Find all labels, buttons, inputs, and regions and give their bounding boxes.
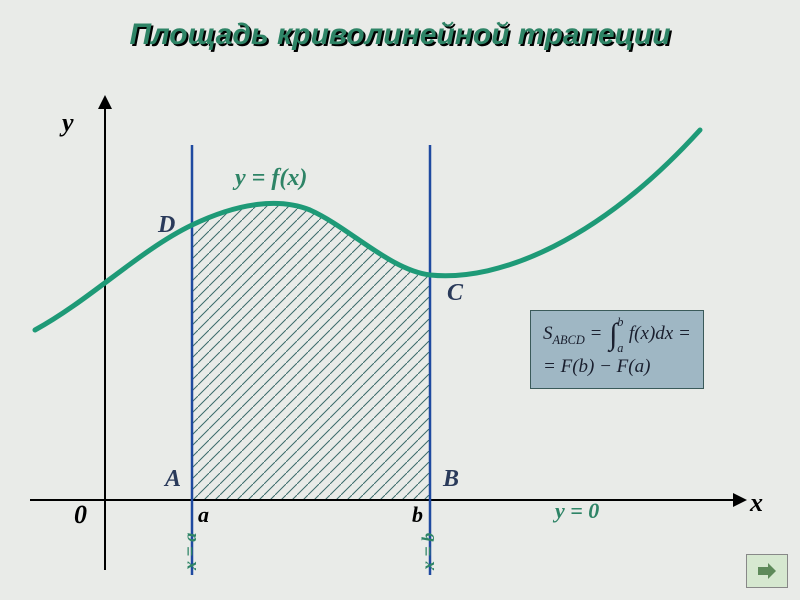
x-axis-label: x: [750, 488, 763, 518]
formula-line-2: = F(b) − F(a): [543, 356, 691, 378]
p4: ): [588, 356, 594, 377]
formula-x: x: [641, 323, 649, 344]
curve-label: y = f(x): [235, 165, 307, 192]
formula-b: b: [579, 356, 589, 377]
slide-root: Площадь криволинейной трапеции Площадь к…: [0, 0, 800, 600]
x-a-label: x = a: [180, 533, 201, 570]
y-axis-label: y: [62, 108, 74, 138]
point-b-label: B: [443, 466, 459, 493]
tick-a-label: a: [198, 502, 209, 528]
point-a-label: A: [165, 466, 181, 493]
formula-dx: dx: [655, 323, 673, 344]
formula-box: SABCD = ∫ b a f(x)dx = = F(b) − F(a): [530, 310, 704, 389]
formula-a: a: [635, 356, 645, 377]
eq1: =: [589, 323, 607, 344]
diagram-svg: [0, 0, 800, 600]
shaded-region: [192, 203, 430, 500]
tick-b-label: b: [412, 502, 423, 528]
formula-s: S: [543, 323, 553, 344]
point-c-label: C: [447, 280, 463, 307]
minus: −: [599, 356, 617, 377]
eq2: =: [678, 323, 691, 344]
int-lower: a: [617, 341, 623, 356]
int-upper: b: [617, 315, 623, 330]
y-zero-label: y = 0: [555, 498, 599, 524]
formula-F1: F: [561, 356, 573, 377]
eq3: =: [543, 356, 561, 377]
origin-label: 0: [74, 500, 87, 530]
integral-symbol: ∫ b a: [609, 321, 617, 348]
arrow-right-icon: [756, 562, 778, 580]
p6: ): [644, 356, 650, 377]
point-d-label: D: [158, 212, 175, 239]
formula-F2: F: [617, 356, 629, 377]
x-b-label: x = b: [418, 533, 439, 570]
formula-abcd: ABCD: [553, 333, 585, 347]
next-slide-button[interactable]: [746, 554, 788, 588]
formula-line-1: SABCD = ∫ b a f(x)dx =: [543, 321, 691, 348]
